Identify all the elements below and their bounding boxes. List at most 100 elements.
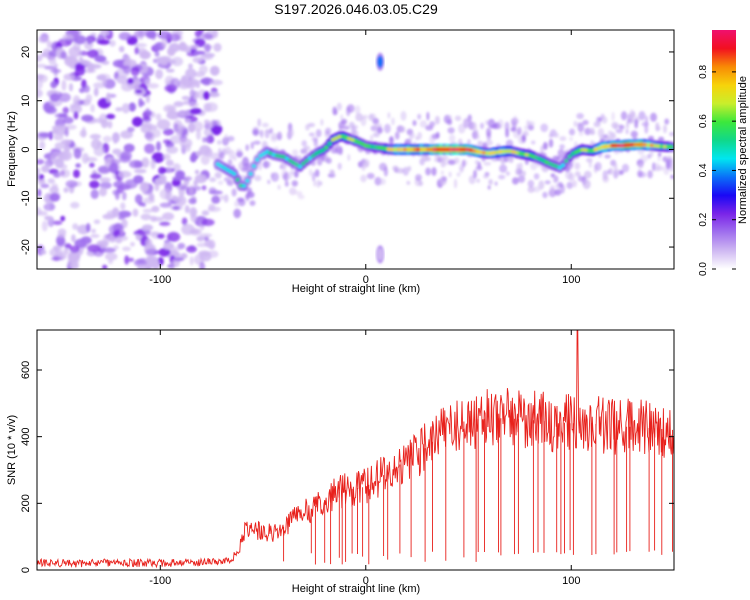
heatmap-ridge-cell	[472, 148, 477, 153]
heatmap-ridge-cell	[337, 134, 342, 139]
heatmap-noise-cell	[126, 78, 134, 85]
heatmap-halo-cell	[590, 130, 596, 135]
heatmap-ridge-cell	[340, 134, 345, 139]
heatmap-noise-cell	[48, 55, 57, 65]
heatmap-noise-cell	[145, 248, 158, 256]
heatmap-noise-cell	[146, 254, 152, 261]
heatmap-noise-cell	[162, 212, 175, 221]
heatmap-ridge-cell	[291, 160, 296, 165]
heatmap-ridge-cell	[386, 147, 391, 152]
heatmap-ridge-cell	[636, 142, 641, 147]
heatmap-halo-cell	[594, 161, 602, 171]
heatmap-halo-cell	[361, 161, 370, 168]
y-tick-label: 200	[20, 494, 32, 512]
heatmap-halo-cell	[528, 121, 535, 127]
heatmap-ridge-cell	[232, 171, 237, 176]
heatmap-ridge-cell	[577, 148, 582, 153]
heatmap-noise-cell	[67, 252, 79, 263]
heatmap-halo-cell	[409, 132, 416, 139]
heatmap-halo-cell	[227, 135, 235, 142]
heatmap-halo-cell	[254, 175, 262, 182]
heatmap-ridge-cell	[646, 143, 651, 148]
heatmap-halo-cell	[396, 167, 405, 174]
heatmap-halo-cell	[292, 149, 299, 156]
heatmap-noise-cell	[156, 119, 171, 130]
heatmap-noise-cell	[141, 224, 154, 231]
heatmap-halo-cell	[252, 129, 259, 136]
heatmap-halo-cell	[418, 180, 424, 187]
heatmap-halo-cell	[519, 162, 523, 171]
heatmap-noise-cell	[93, 87, 99, 97]
heatmap-halo-cell	[505, 171, 510, 176]
heatmap-noise-cell	[85, 223, 91, 233]
heatmap-noise-cell	[199, 261, 206, 269]
heatmap-halo-cell	[448, 134, 456, 143]
heatmap-noise-cell	[141, 157, 150, 168]
heatmap-ridge-cell	[432, 147, 437, 152]
heatmap-noise-cell	[188, 197, 197, 205]
heatmap-noise-cell	[155, 113, 162, 121]
heatmap-noise-cell	[189, 184, 194, 196]
heatmap-halo-cell	[462, 159, 466, 168]
heatmap-noise-cell	[104, 252, 118, 261]
heatmap-ridge-cell	[643, 142, 648, 147]
heatmap-noise-cell	[38, 36, 49, 43]
heatmap-noise-cell	[74, 65, 86, 76]
heatmap-noise-cell	[118, 32, 132, 41]
heatmap-ridge-cell	[482, 150, 487, 155]
heatmap-noise-cell	[58, 113, 68, 118]
heatmap-noise-cell	[70, 201, 80, 209]
heatmap-halo-cell	[615, 128, 623, 134]
heatmap-halo-cell	[447, 127, 455, 134]
heatmap-ridge-cell	[620, 143, 625, 148]
heatmap-noise-cell	[58, 92, 71, 103]
heatmap-noise-cell	[188, 102, 199, 108]
heatmap-ridge-cell	[416, 147, 421, 152]
heatmap-noise-cell	[89, 133, 102, 140]
heatmap-noise-cell	[123, 143, 135, 153]
heatmap-halo-cell	[394, 131, 400, 140]
heatmap-noise-cell	[166, 146, 179, 154]
heatmap-halo-cell	[284, 181, 289, 187]
heatmap-ridge-cell	[603, 144, 608, 149]
heatmap-halo-cell	[613, 162, 618, 171]
heatmap-halo-cell	[417, 131, 423, 140]
heatmap-noise-cell	[87, 38, 92, 45]
heatmap-noise-cell	[140, 121, 153, 128]
heatmap-noise-cell	[190, 107, 202, 115]
heatmap-ridge-cell	[238, 183, 243, 188]
heatmap-noise-cell	[195, 79, 201, 89]
spectrogram-x-ticks: -100 0 100	[149, 30, 580, 286]
heatmap-ridge-cell	[255, 157, 260, 162]
heatmap-ridge-cell	[639, 142, 645, 147]
colorbar-tick-label: 0.4	[698, 163, 709, 177]
heatmap-ridge-cell	[383, 146, 388, 151]
heatmap-noise-cell	[63, 73, 75, 81]
heatmap-halo-cell	[655, 126, 661, 131]
heatmap-noise-cell	[166, 167, 172, 172]
heatmap-halo-cell	[584, 127, 592, 136]
heatmap-noise-cell	[155, 69, 164, 80]
heatmap-halo-cell	[593, 121, 601, 128]
heatmap-halo-cell	[366, 172, 375, 180]
heatmap-noise-cell	[159, 59, 168, 66]
heatmap-ridge-cell	[265, 149, 270, 154]
heatmap-halo-cell	[342, 125, 350, 131]
heatmap-halo-cell	[291, 180, 298, 187]
heatmap-halo-cell	[629, 109, 635, 119]
heatmap-halo-cell	[295, 191, 303, 196]
heatmap-noise-cell	[50, 81, 58, 89]
heatmap-ridge-cell	[462, 147, 467, 152]
heatmap-ridge-cell	[413, 147, 418, 152]
heatmap-noise-cell	[192, 57, 203, 63]
heatmap-noise-cell	[128, 257, 134, 262]
heatmap-halo-cell	[577, 122, 585, 133]
heatmap-noise-cell	[150, 215, 157, 222]
heatmap-ridge-cell	[630, 142, 635, 147]
heatmap-noise-cell	[166, 231, 181, 242]
colorbar-tick-label: 0.6	[698, 114, 709, 128]
heatmap-noise-cell	[37, 54, 43, 62]
heatmap-ridge-cell	[281, 154, 286, 159]
heatmap-ridge-cell	[330, 137, 335, 142]
